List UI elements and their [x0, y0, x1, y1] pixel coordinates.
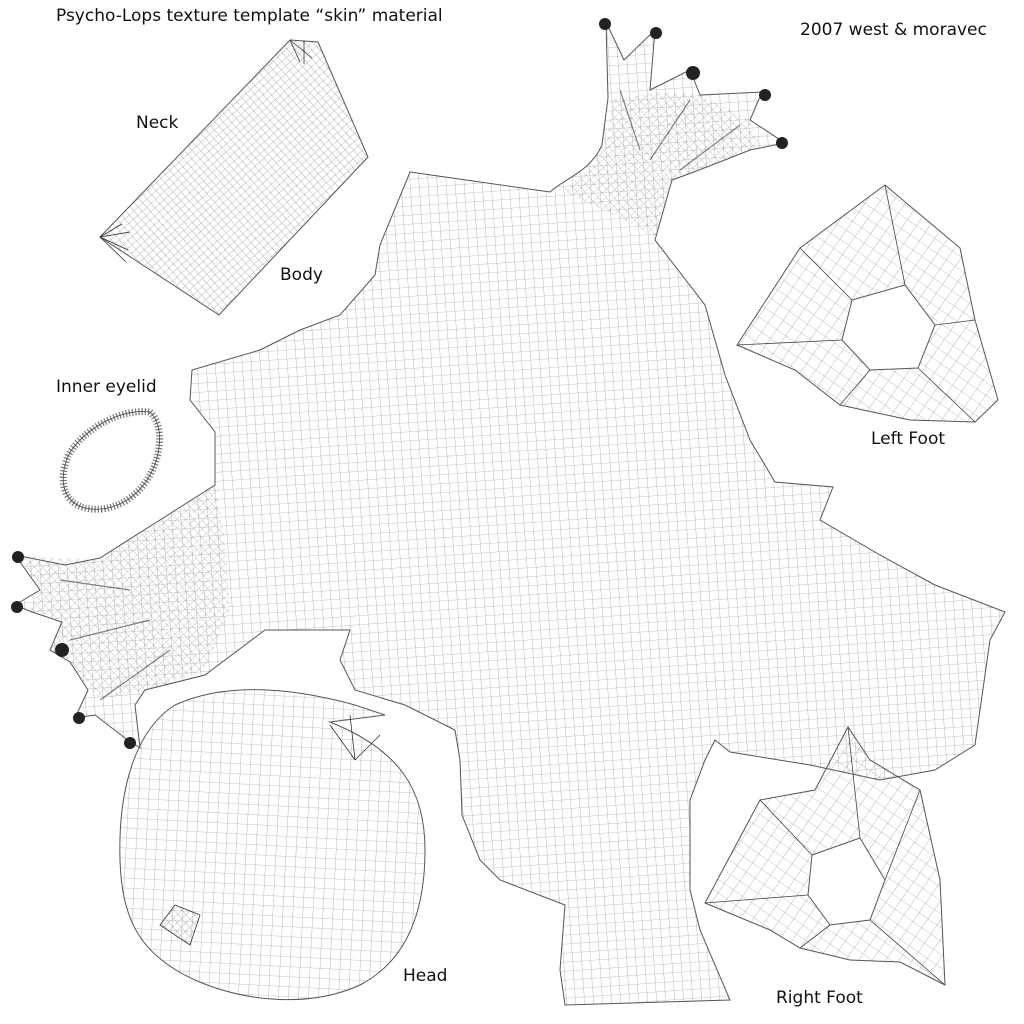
- right-foot-patch: [704, 726, 946, 986]
- left-foot-label: Left Foot: [871, 429, 946, 449]
- credit-text: 2007 west & moravec: [800, 20, 987, 40]
- template-title: Psycho-Lops texture template “skin” mate…: [56, 6, 443, 26]
- head-patch: [119, 689, 426, 1001]
- inner-eyelid-label: Inner eyelid: [56, 377, 157, 397]
- neck-patch: [99, 39, 369, 316]
- right-foot-label: Right Foot: [776, 988, 863, 1008]
- head-label: Head: [403, 966, 448, 986]
- body-patch: [11, 18, 1006, 1006]
- left-foot-patch: [736, 184, 999, 423]
- neck-label: Neck: [136, 113, 179, 133]
- inner-eyelid-ring: [59, 408, 164, 513]
- body-label: Body: [280, 265, 323, 285]
